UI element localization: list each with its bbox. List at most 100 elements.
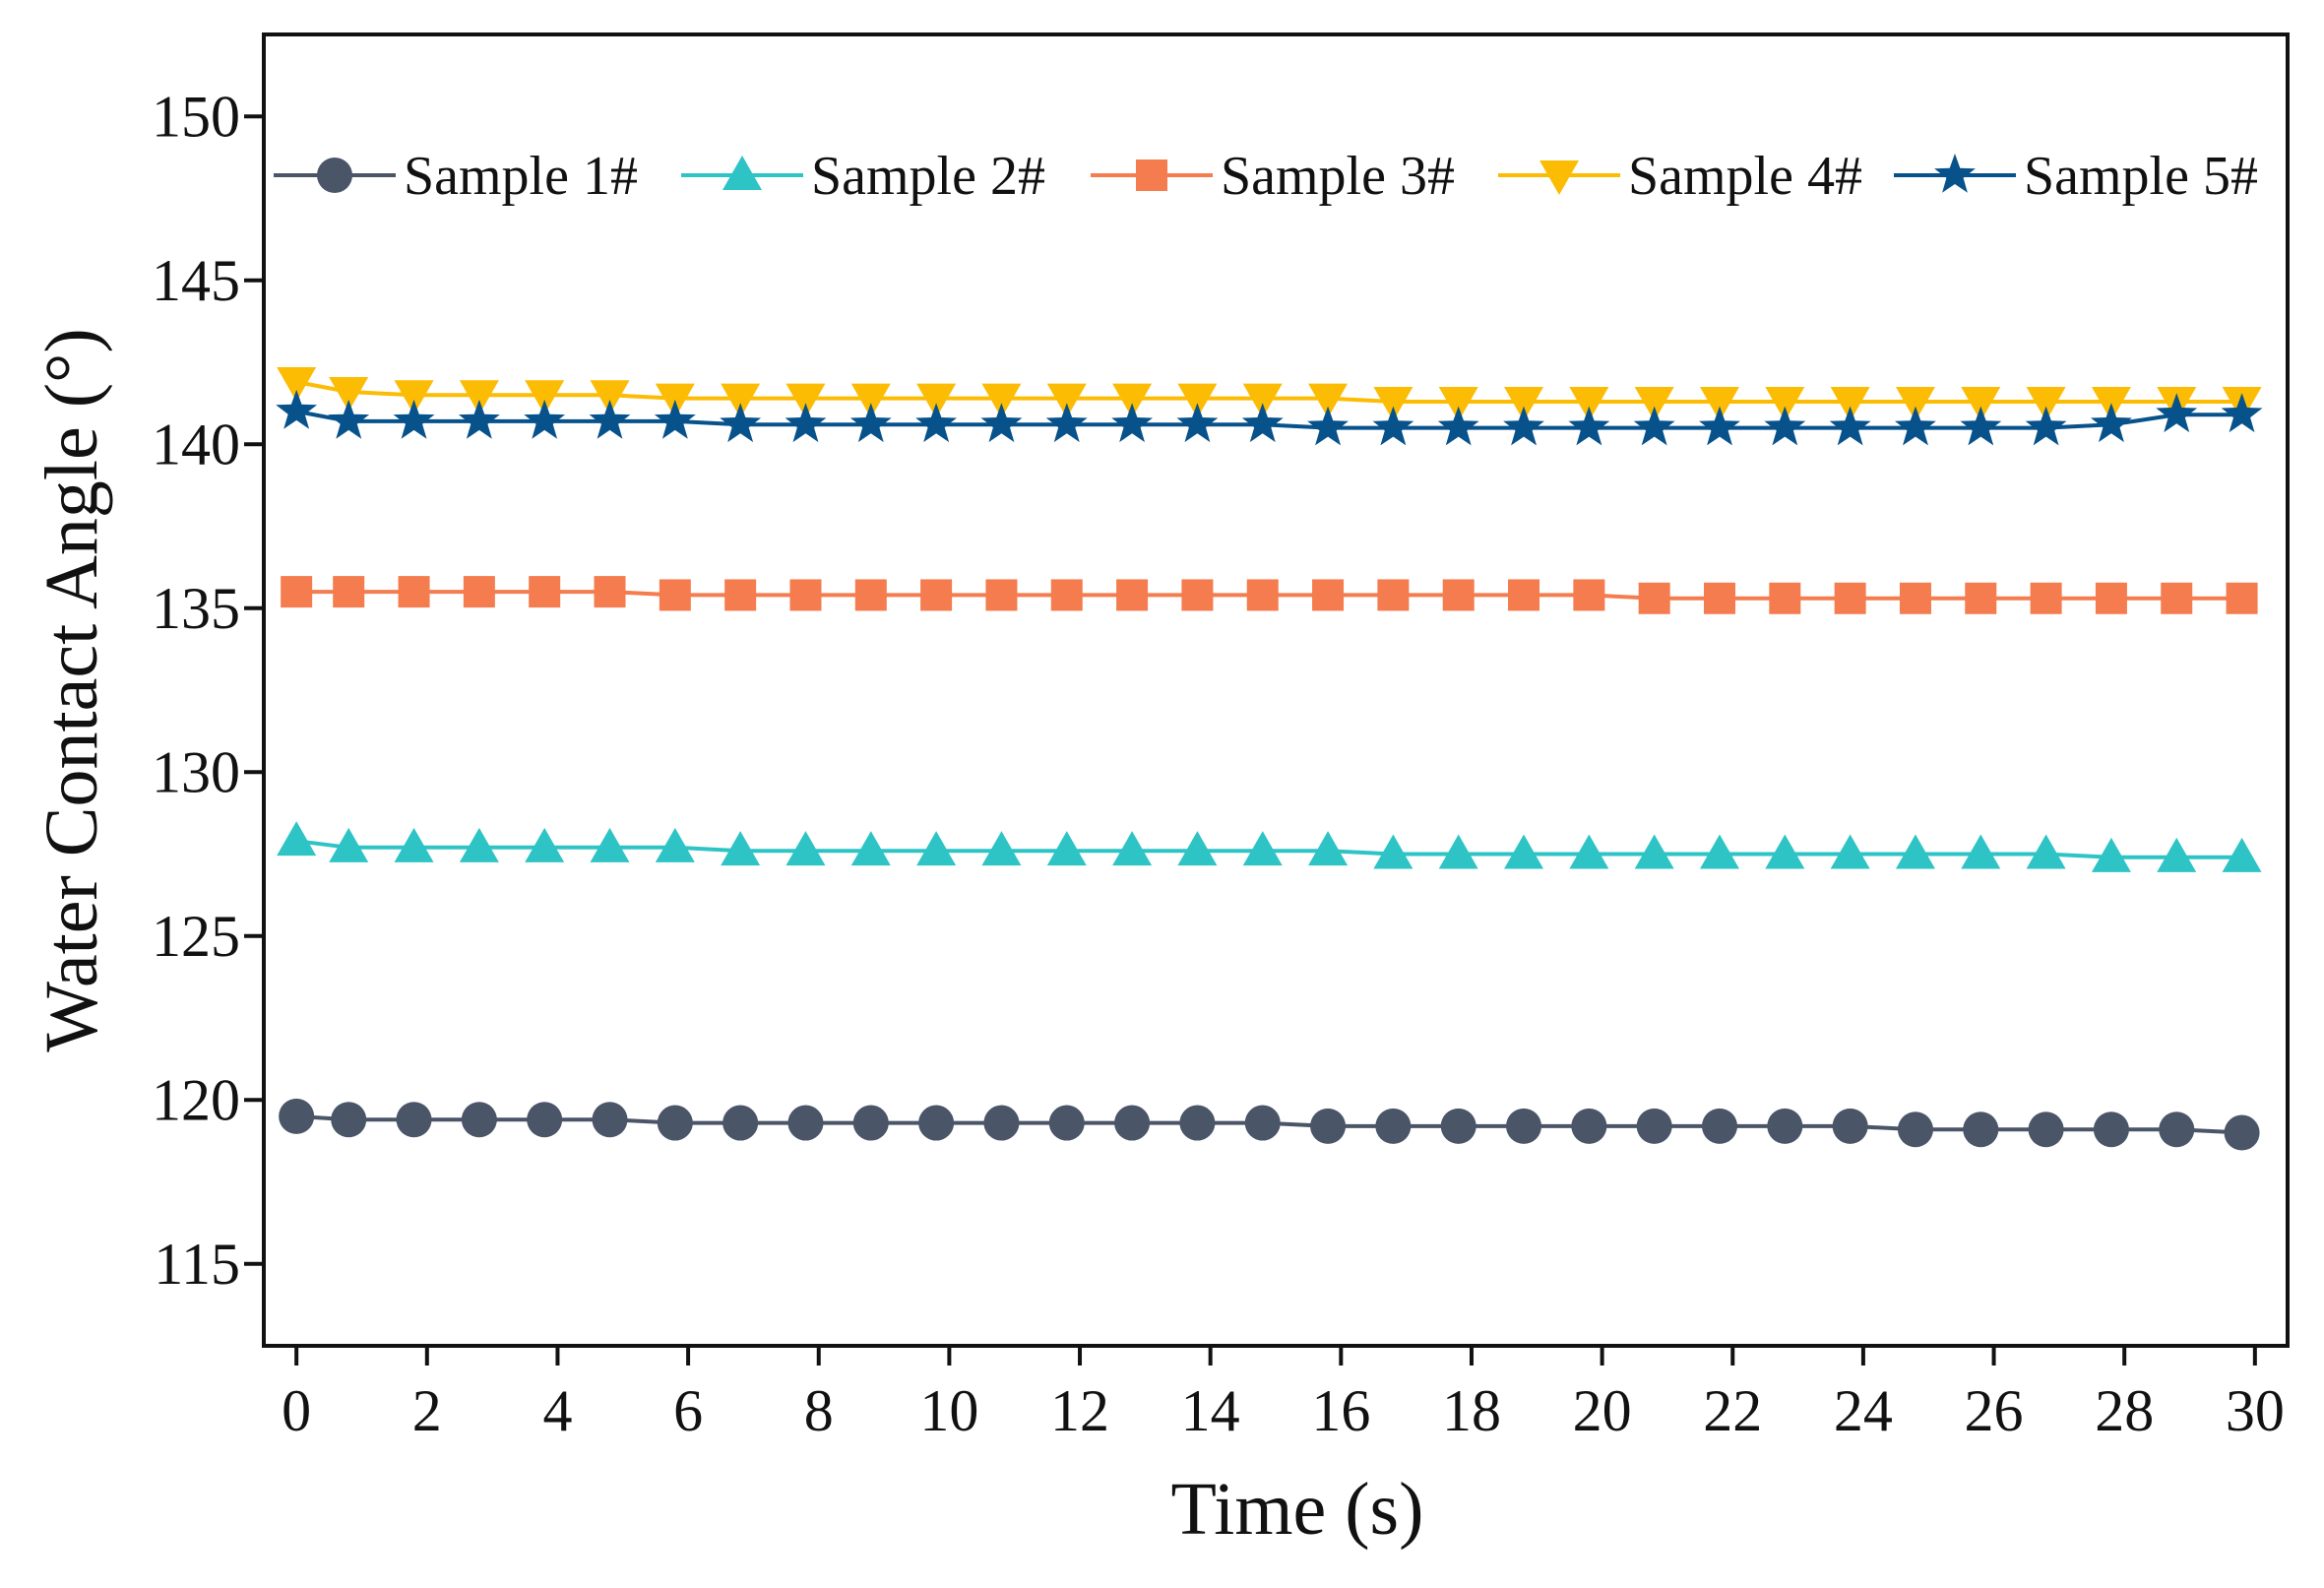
data-point	[916, 383, 957, 418]
data-point	[1829, 406, 1871, 446]
data-point	[527, 1102, 563, 1138]
data-point	[1504, 386, 1544, 421]
y-tick-label: 135	[152, 576, 240, 641]
data-point	[657, 1105, 693, 1141]
data-point	[1895, 406, 1936, 446]
data-point	[2030, 582, 2062, 614]
legend-item: Sample 1#	[274, 146, 638, 207]
data-point	[1377, 579, 1410, 611]
data-point	[920, 579, 953, 611]
data-point	[398, 576, 430, 608]
data-point	[1373, 834, 1413, 869]
data-point	[787, 1105, 824, 1141]
data-point	[1699, 406, 1740, 446]
y-tick-label: 125	[152, 904, 240, 969]
series-layer	[276, 366, 2263, 1151]
data-point	[1181, 579, 1214, 611]
data-point	[1241, 403, 1284, 443]
data-point	[2222, 837, 2262, 872]
data-point	[720, 403, 762, 443]
legend-marker	[317, 158, 352, 193]
data-point	[2226, 582, 2258, 614]
series-3	[281, 576, 2258, 614]
data-point	[1895, 834, 1935, 869]
legend: Sample 1# Sample 2# Sample 3# Sample 4# Samp…	[274, 146, 2258, 207]
data-point	[1965, 582, 1997, 614]
data-point	[1568, 406, 1610, 446]
data-point	[2095, 582, 2127, 614]
data-point	[1437, 406, 1479, 446]
data-point	[2028, 1112, 2064, 1148]
data-point	[1506, 1108, 1542, 1144]
data-point	[1179, 1105, 1216, 1141]
y-tick-label: 140	[152, 412, 240, 476]
legend-marker	[1934, 154, 1976, 193]
series-5	[276, 389, 2263, 446]
data-point	[1699, 834, 1739, 869]
data-point	[1769, 582, 1801, 614]
data-point	[1114, 1105, 1151, 1141]
data-point	[394, 827, 434, 862]
x-tick-label: 28	[2095, 1378, 2154, 1443]
axes-layer: 0 2 4 6 8 10 12 14 16 18 20 22 24 26 28 301151201251301…	[152, 84, 2285, 1443]
data-point	[458, 399, 500, 439]
y-tick-label: 120	[152, 1067, 240, 1132]
data-point	[1242, 831, 1283, 866]
data-point	[1046, 383, 1087, 418]
legend-marker	[1539, 160, 1579, 195]
data-point	[2156, 393, 2198, 433]
data-point	[1310, 1108, 1347, 1144]
data-point	[394, 380, 434, 415]
series-2	[277, 821, 2262, 872]
x-tick-label: 18	[1442, 1378, 1501, 1443]
y-tick-label: 145	[152, 248, 240, 313]
data-point	[1442, 579, 1475, 611]
data-point	[1503, 406, 1544, 446]
data-point	[461, 1102, 497, 1138]
data-point	[1112, 383, 1153, 418]
plot-frame	[262, 32, 2290, 1348]
data-point	[1438, 834, 1478, 869]
data-point	[1963, 1112, 1999, 1148]
data-point	[1112, 831, 1153, 866]
data-point	[655, 827, 695, 862]
data-point	[277, 821, 317, 857]
legend-item: Sample 2#	[681, 146, 1045, 207]
data-point	[1308, 383, 1349, 418]
data-point	[1569, 834, 1609, 869]
data-point	[2093, 1112, 2129, 1148]
data-point	[1699, 386, 1739, 421]
x-tick-label: 12	[1050, 1378, 1109, 1443]
data-point	[276, 389, 318, 429]
data-point	[1046, 831, 1087, 866]
y-tick-label: 130	[152, 739, 240, 804]
data-point	[333, 576, 365, 608]
data-point	[785, 383, 826, 418]
data-point	[2159, 1112, 2195, 1148]
x-tick-label: 14	[1181, 1378, 1240, 1443]
data-point	[329, 827, 369, 862]
data-point	[1246, 579, 1279, 611]
data-point	[1508, 579, 1540, 611]
data-point	[985, 579, 1018, 611]
data-point	[916, 831, 957, 866]
data-point	[918, 1105, 955, 1141]
data-point	[1830, 386, 1870, 421]
data-point	[2157, 837, 2197, 872]
data-point	[980, 403, 1023, 443]
data-point	[590, 380, 630, 415]
data-point	[1961, 834, 2001, 869]
x-tick-label: 20	[1573, 1378, 1632, 1443]
x-tick-label: 8	[804, 1378, 834, 1443]
data-point	[724, 579, 757, 611]
data-point	[1569, 386, 1609, 421]
data-point	[659, 579, 691, 611]
data-point	[1438, 386, 1478, 421]
x-tick-label: 22	[1703, 1378, 1762, 1443]
data-point	[850, 383, 891, 418]
legend-label: Sample 5#	[2024, 146, 2258, 207]
x-tick-label: 30	[2226, 1378, 2285, 1443]
data-point	[1307, 406, 1349, 446]
data-point	[785, 403, 827, 443]
data-point	[849, 403, 892, 443]
